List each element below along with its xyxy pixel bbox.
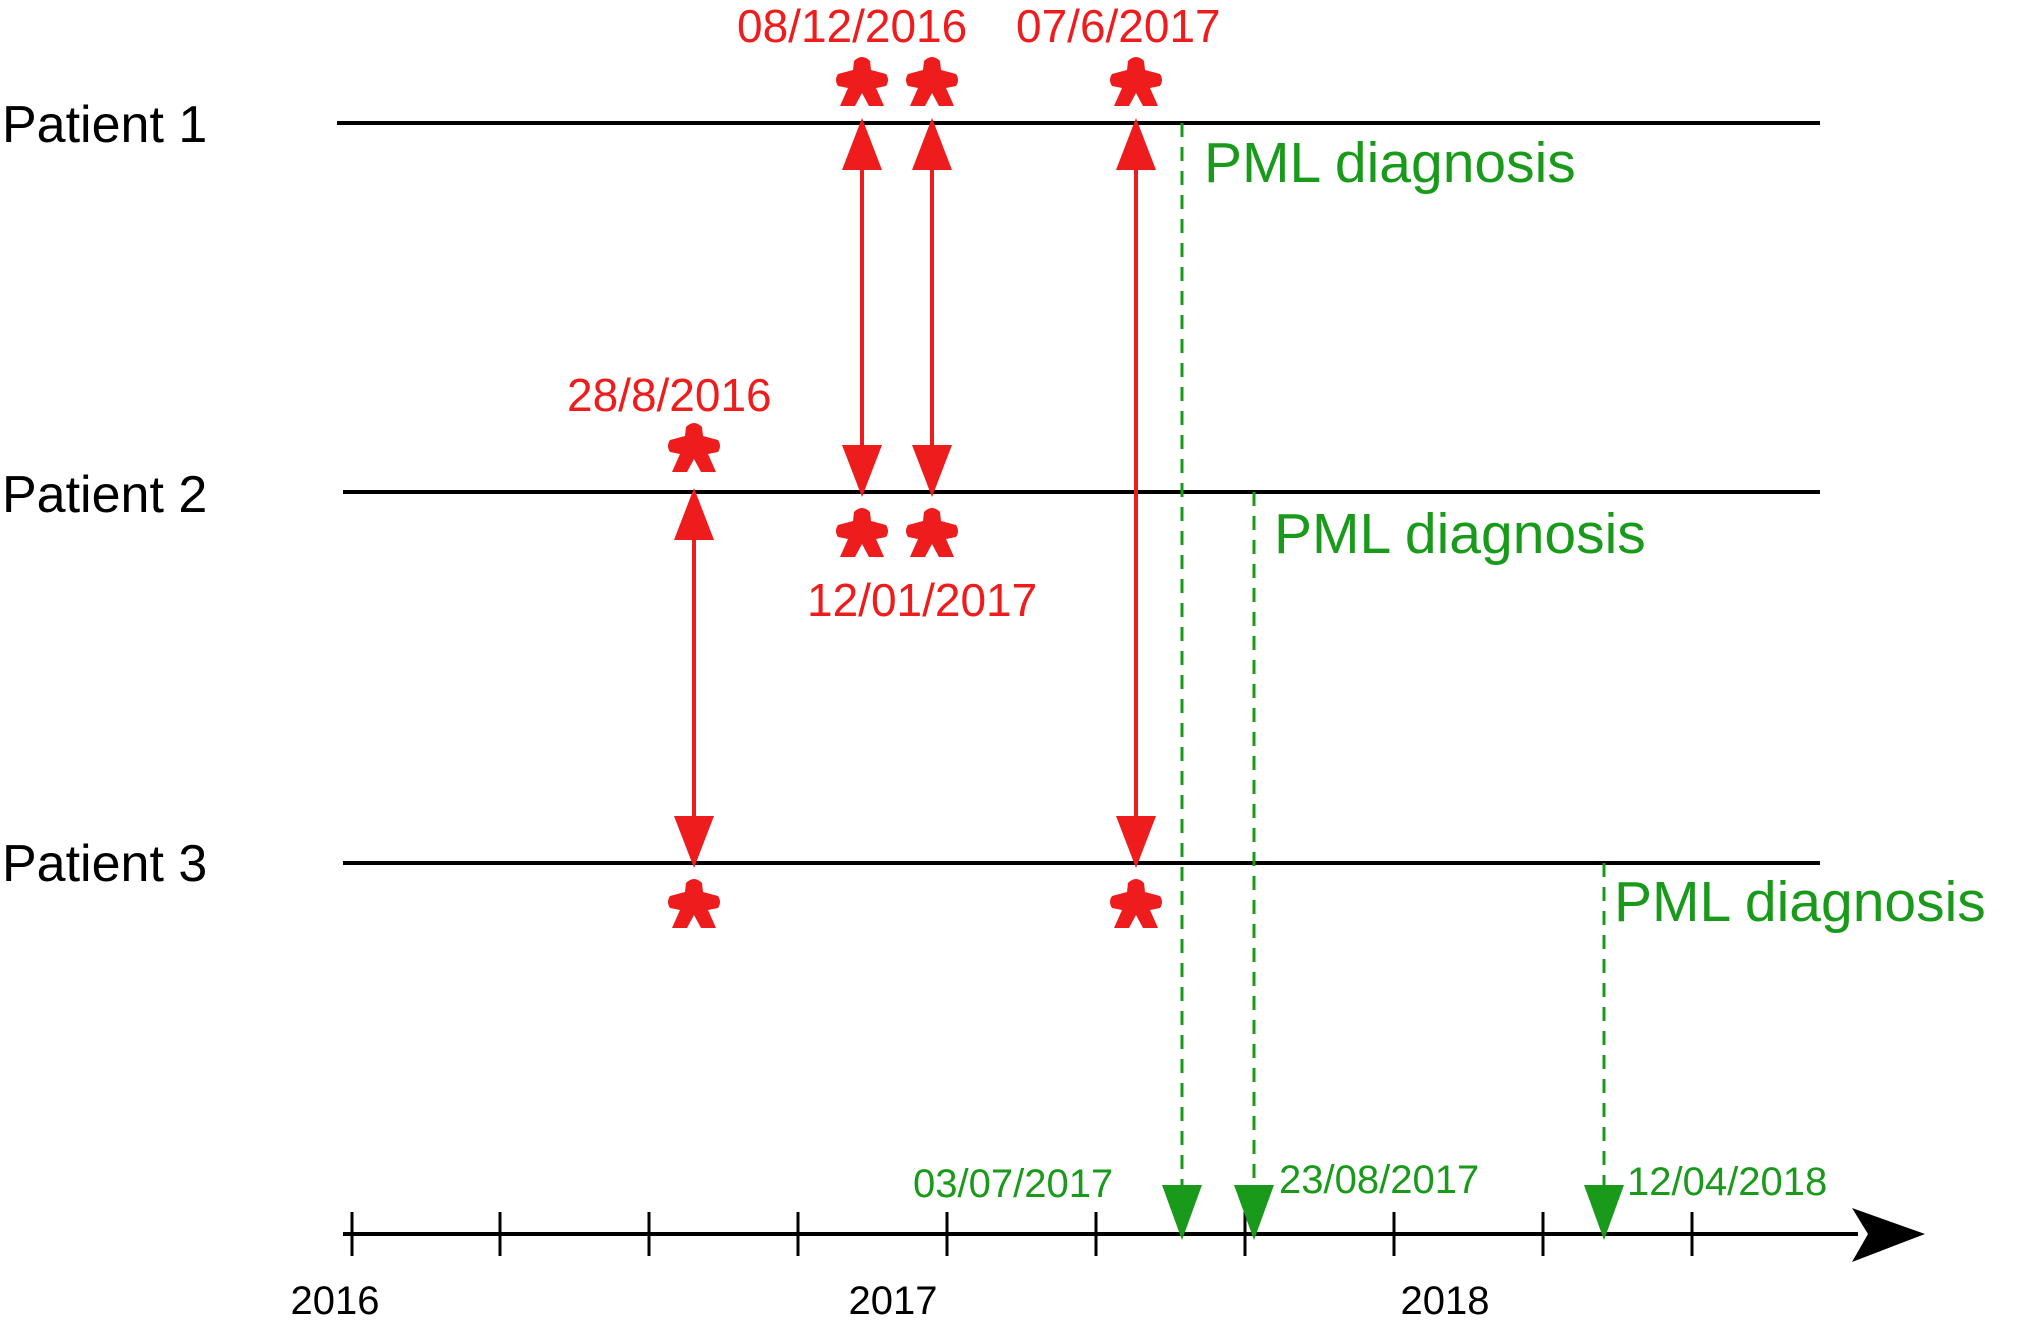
pml-diagnosis-labels: PML diagnosis PML diagnosis PML diagnosi…: [1204, 131, 1986, 934]
meeple-person-icon: [906, 508, 958, 557]
meeple-person-icon: [1110, 879, 1162, 928]
diagnosis-date-label-1: 03/07/2017: [913, 1162, 1113, 1206]
time-axis-arrow-head: [1852, 1208, 1925, 1262]
contact-arrow-p2-p3: [674, 488, 714, 868]
diagnosis-arrow-head-1: [1162, 1185, 1202, 1240]
contact-arrow-p1-p2-a: [842, 118, 882, 497]
contact-date-labels: 08/12/2016 07/6/2017 28/8/2016 12/01/201…: [567, 0, 1221, 626]
axis-ticks: [350, 1212, 1694, 1256]
pml-diagnosis-label-patient-3: PML diagnosis: [1614, 870, 1986, 934]
diagnosis-date-labels: 03/07/2017 23/08/2017 12/04/2018: [913, 1158, 1827, 1206]
contact-date-label: 28/8/2016: [567, 369, 772, 421]
diagnosis-arrow-head-3: [1584, 1185, 1624, 1240]
contact-date-label: 12/01/2017: [807, 574, 1037, 626]
meeple-person-icon: [1110, 57, 1162, 106]
diagnosis-date-label-2: 23/08/2017: [1279, 1158, 1479, 1202]
patient-labels: Patient 1 Patient 2 Patient 3: [2, 96, 207, 893]
pml-diagnosis-label-patient-2: PML diagnosis: [1274, 502, 1646, 566]
year-label-2018: 2018: [1401, 1279, 1490, 1323]
contact-arrow-p1-p3: [1116, 118, 1156, 868]
patient-timelines: [337, 121, 1820, 865]
patient-1-label: Patient 1: [2, 96, 207, 154]
year-label-2016: 2016: [291, 1279, 380, 1323]
pml-diagnosis-label-patient-1: PML diagnosis: [1204, 131, 1576, 195]
contact-date-label: 07/6/2017: [1016, 0, 1221, 52]
contact-date-label: 08/12/2016: [737, 0, 967, 52]
diagnosis-arrow-heads: [1162, 1185, 1624, 1240]
meeple-person-icon: [836, 57, 888, 106]
patient-2-label: Patient 2: [2, 466, 207, 524]
contact-arrows: [674, 118, 1156, 868]
diagnosis-arrow-head-2: [1234, 1185, 1274, 1240]
meeple-person-icon: [668, 423, 720, 472]
meeple-person-icon: [906, 57, 958, 106]
patient-3-label: Patient 3: [2, 835, 207, 893]
year-label-2017: 2017: [849, 1279, 938, 1323]
contact-arrow-p1-p2-b: [912, 118, 952, 497]
meeple-person-icon: [668, 879, 720, 928]
time-axis: 2016 2017 2018: [291, 1208, 1925, 1323]
diagnosis-date-label-3: 12/04/2018: [1627, 1160, 1827, 1204]
diagnosis-lines: [1180, 123, 1606, 1190]
meeple-person-icon: [836, 508, 888, 557]
